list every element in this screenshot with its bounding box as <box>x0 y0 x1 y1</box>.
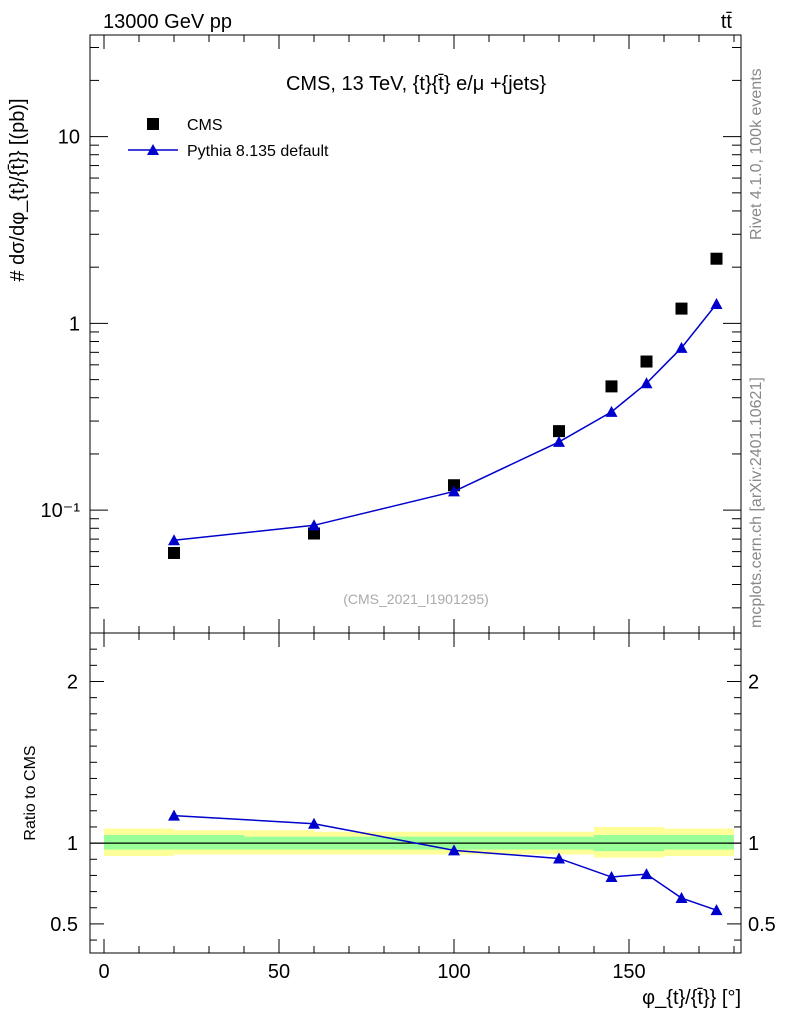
mcplots-label: mcplots.cern.ch [arXiv:2401.10621] <box>748 377 765 628</box>
ratio-y-tick-label: 2 <box>67 671 78 693</box>
pythia-data-point <box>605 405 618 417</box>
y-tick-label: 1 <box>69 313 80 335</box>
chart-title: CMS, 13 TeV, {t}{t̄} e/μ +{jets} <box>286 73 546 95</box>
pythia-data-point <box>640 377 653 389</box>
ratio-y-axis-label: Ratio to CMS <box>22 745 39 840</box>
uncertainty-band-inner <box>174 835 244 850</box>
ratio-data-point <box>448 844 460 856</box>
main-plot-marks <box>168 252 723 559</box>
ratio-data-point <box>308 817 320 829</box>
x-tick-label: 100 <box>437 961 470 983</box>
x-axis-label: φ_{t}/{t̄}} [°] <box>642 987 741 1009</box>
y-tick-label: 10⁻¹ <box>41 500 81 522</box>
main-panel: 10⁻¹ 1 10 CMS, 13 TeV, {t}{t̄} e/μ +{jets}… <box>7 34 742 634</box>
beam-label: 13000 GeV pp <box>103 11 232 33</box>
ratio-data-point <box>640 868 653 880</box>
legend-cms-label: CMS <box>187 117 223 134</box>
legend-pythia-label: Pythia 8.135 default <box>187 143 329 160</box>
main-axes: 10⁻¹ 1 10 <box>41 35 741 633</box>
y-tick-label: 10 <box>58 127 80 149</box>
ratio-y-tick-label-right: 1 <box>748 833 759 855</box>
cms-data-point <box>605 380 618 393</box>
cms-data-point <box>675 302 688 315</box>
process-label: tt̄ <box>721 11 733 33</box>
ratio-series-line <box>173 814 717 911</box>
cms-data-point <box>448 479 460 492</box>
pythia-data-point <box>448 485 460 497</box>
ratio-axes: 0 50 100 150 0.5 0.5 1 1 2 2 <box>50 633 776 983</box>
ratio-y-tick-label: 1 <box>67 833 78 855</box>
pythia-data-point <box>553 435 565 447</box>
pythia-data-point <box>710 298 723 310</box>
pythia-data-point <box>675 341 688 353</box>
legend-pythia-marker <box>147 144 159 155</box>
ratio-y-tick-label-right: 0.5 <box>748 914 776 936</box>
rivet-version-label: Rivet 4.1.0, 100k events <box>748 68 765 240</box>
main-y-axis-label: # dσ/dφ_{t}/{t̄}} [(pb)] <box>7 98 29 281</box>
cms-data-point <box>640 355 653 368</box>
cms-data-point <box>553 425 565 438</box>
ratio-y-tick-label-right: 2 <box>748 671 759 693</box>
analysis-watermark: (CMS_2021_I1901295) <box>343 591 489 607</box>
pythia-series-line <box>173 303 718 542</box>
ratio-data-point <box>168 809 180 821</box>
ratio-data-point <box>710 904 723 916</box>
x-tick-label: 50 <box>268 961 290 983</box>
pythia-data-point <box>168 534 180 546</box>
ratio-data-point <box>605 871 618 883</box>
legend: CMS Pythia 8.135 default <box>128 117 329 160</box>
cms-data-point <box>168 546 180 559</box>
cms-data-point <box>308 527 320 540</box>
uncertainty-band-inner <box>104 835 174 850</box>
ratio-data-point <box>553 852 565 864</box>
ratio-panel: 0 50 100 150 0.5 0.5 1 1 2 2 Ratio to CMS φ_{t}/{… <box>22 632 776 1009</box>
x-tick-label: 0 <box>98 961 109 983</box>
ratio-frame <box>89 632 742 954</box>
uncertainty-band-inner <box>664 835 734 850</box>
ratio-data-point <box>675 892 688 904</box>
cms-data-point <box>710 252 723 265</box>
pythia-data-point <box>308 519 320 531</box>
ratio-plot-marks <box>90 809 741 916</box>
x-tick-label: 150 <box>612 961 645 983</box>
ratio-y-tick-label: 0.5 <box>50 914 78 936</box>
legend-cms-marker <box>147 118 159 130</box>
